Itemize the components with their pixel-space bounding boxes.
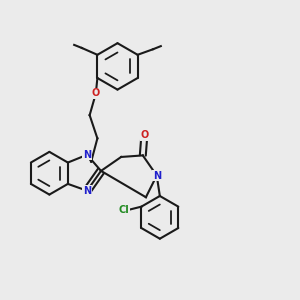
Text: N: N	[83, 150, 91, 160]
Text: N: N	[153, 170, 161, 181]
Text: O: O	[140, 130, 148, 140]
Text: Cl: Cl	[119, 205, 130, 215]
Text: N: N	[83, 186, 91, 196]
Text: O: O	[92, 88, 100, 98]
